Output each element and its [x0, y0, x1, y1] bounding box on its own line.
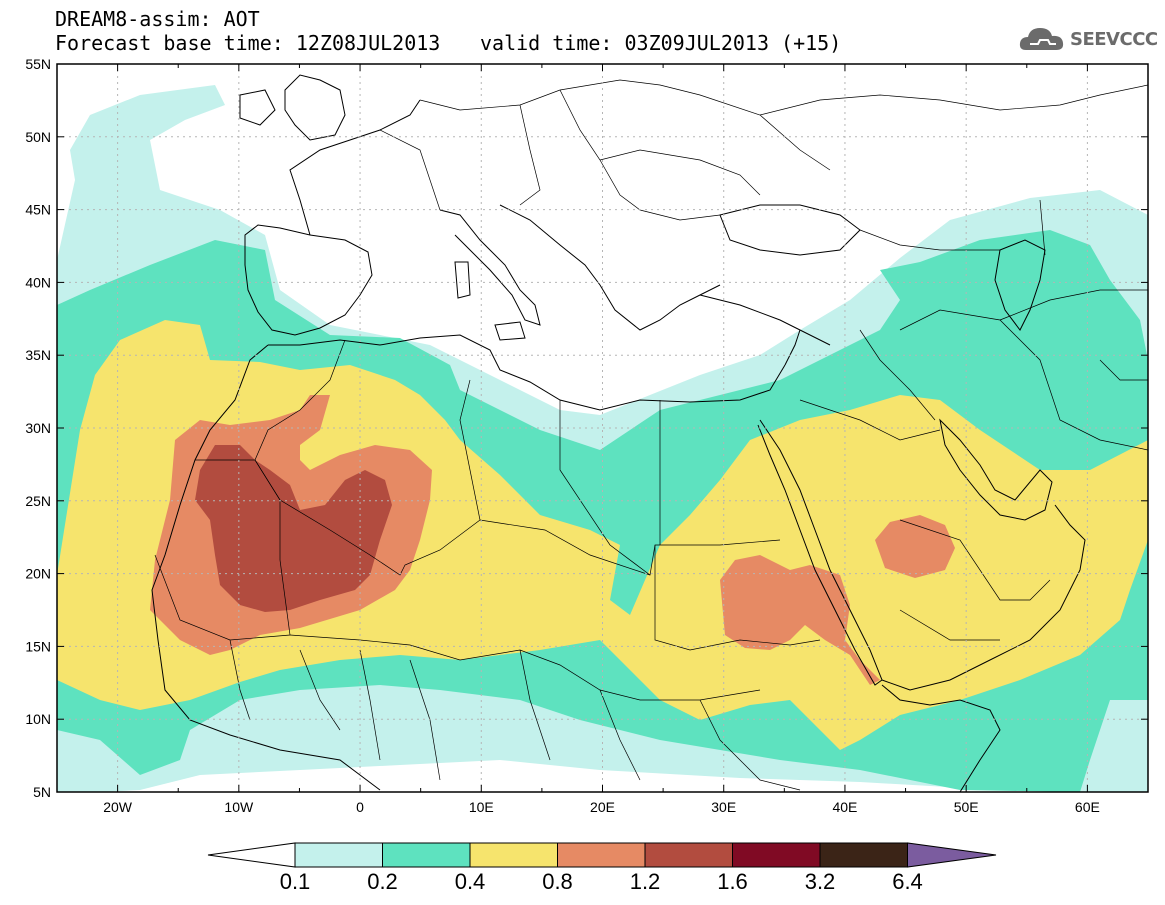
- colorbar-label: 0.2: [367, 869, 398, 894]
- map-title: DREAM8-assim: AOT: [55, 7, 260, 31]
- colorbar-swatch: [294, 842, 383, 868]
- lat-tick-label: 45N: [25, 202, 51, 218]
- colorbar-swatch: [557, 842, 646, 868]
- caucasus-border: [859, 229, 1000, 251]
- lat-tick-label: 30N: [25, 420, 51, 436]
- levant-coast: [784, 329, 801, 366]
- colorbar-arrow-low: [207, 842, 296, 868]
- lat-tick-label: 5N: [33, 784, 51, 800]
- persian-gulf: [939, 418, 1053, 521]
- saudi-border: [799, 399, 1051, 641]
- lat-tick-label: 50N: [25, 129, 51, 145]
- aot-contour-1.2: [195, 445, 392, 612]
- colorbar-label: 0.4: [455, 869, 486, 894]
- iberia-coast: [244, 224, 373, 336]
- sahel-border: [289, 634, 761, 701]
- mauritania-mali-border: [154, 459, 291, 641]
- forecast-base-time: Forecast base time: 12Z08JUL2013: [55, 31, 441, 55]
- colorbar-swatch: [469, 842, 558, 868]
- red-sea: [757, 419, 883, 686]
- lon-tick-label: 10W: [224, 799, 254, 815]
- lat-tick-label: 15N: [25, 638, 51, 654]
- colorbar-label: 1.6: [717, 869, 748, 894]
- black-sea: [719, 204, 861, 256]
- caspian-sea: [994, 239, 1046, 331]
- europe-borders: [379, 79, 831, 221]
- aot-contour-0.8-arabia: [875, 515, 955, 578]
- west-africa-coast: [151, 344, 381, 791]
- arabian-coast: [881, 504, 1086, 691]
- lon-tick-label: 10E: [469, 799, 494, 815]
- valid-time: valid time: 03Z09JUL2013 (+15): [480, 31, 842, 55]
- colorbar-swatch: [819, 842, 908, 868]
- lat-tick-label: 40N: [25, 274, 51, 290]
- logo-text: SEEVCCC: [1070, 28, 1158, 50]
- sudan-border: [654, 545, 821, 651]
- central-africa-borders: [519, 649, 801, 791]
- west-africa-borders: [229, 639, 441, 781]
- lon-tick-label: 30E: [711, 799, 736, 815]
- colorbar-label: 1.2: [630, 869, 661, 894]
- lat-labels: 5N 10N 15N 20N 25N 30N 35N 40N 45N 50N 55N: [25, 56, 51, 800]
- coastlines: [151, 74, 1086, 792]
- lat-tick-label: 55N: [25, 56, 51, 72]
- horn-of-africa: [881, 684, 1001, 792]
- colorbar-arrow-high: [907, 842, 997, 868]
- lon-tick-label: 40E: [832, 799, 857, 815]
- lat-tick-label: 35N: [25, 347, 51, 363]
- axis-ticks: [56, 63, 1149, 793]
- turkey-coast: [699, 294, 831, 346]
- lon-tick-label: 20E: [590, 799, 615, 815]
- country-borders: [154, 79, 1148, 791]
- lon-labels: 20W 10W 0 10E 20E 30E 40E 50E 60E: [103, 799, 1100, 815]
- aot-contour-0.8-sudan: [720, 555, 880, 685]
- colorbar-swatch: [732, 842, 821, 868]
- lon-tick-label: 0: [356, 799, 364, 815]
- sardinia: [454, 261, 471, 299]
- colorbar-swatch: [644, 842, 733, 868]
- ireland-coast: [239, 89, 276, 126]
- lat-lon-grid: [57, 64, 1148, 792]
- colorbar-label: 3.2: [805, 869, 836, 894]
- north-africa-coast: [268, 334, 786, 411]
- russia-border: [759, 84, 1148, 116]
- adriatic-balkan-coast: [499, 204, 721, 331]
- uk-coast: [284, 74, 346, 141]
- lat-tick-label: 20N: [25, 566, 51, 582]
- lon-tick-label: 20W: [103, 799, 133, 815]
- cloud-icon: [1019, 28, 1064, 50]
- colorbar-label: 0.1: [280, 869, 311, 894]
- colorbar-swatch: [382, 842, 471, 868]
- colorbar: [207, 842, 997, 868]
- libya-egypt-border: [559, 400, 661, 576]
- algeria-border: [254, 339, 481, 576]
- colorbar-labels: 0.1 0.2 0.4 0.8 1.2 1.6 3.2 6.4: [280, 869, 923, 894]
- italy-coast: [439, 209, 541, 326]
- lon-tick-label: 60E: [1075, 799, 1100, 815]
- seevccc-logo: SEEVCCC: [1018, 24, 1158, 54]
- colorbar-label: 0.8: [542, 869, 573, 894]
- lon-tick-label: 50E: [954, 799, 979, 815]
- sicily: [494, 321, 526, 341]
- lat-tick-label: 10N: [25, 711, 51, 727]
- france-coast: [289, 99, 421, 236]
- central-asia-borders: [999, 199, 1148, 381]
- colorbar-label: 6.4: [892, 869, 923, 894]
- lat-tick-label: 25N: [25, 493, 51, 509]
- iran-iraq-border: [859, 309, 1148, 451]
